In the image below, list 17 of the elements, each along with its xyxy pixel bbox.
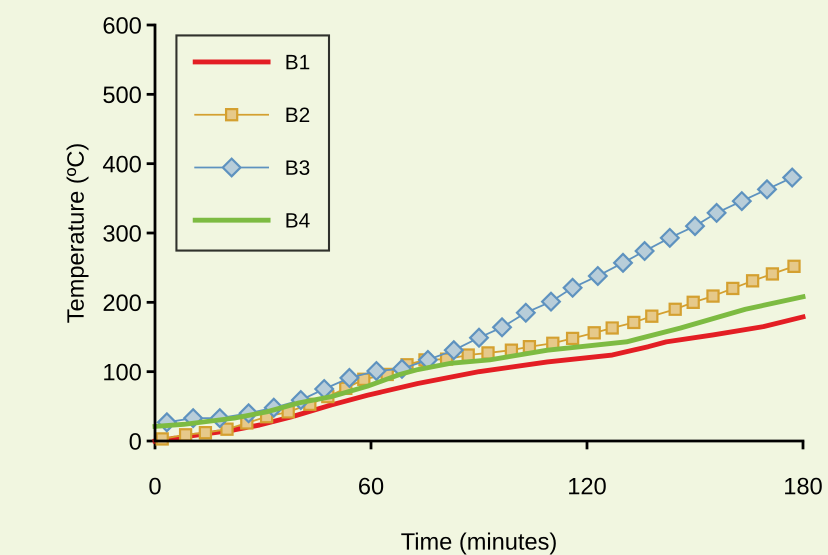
legend-label: B2 bbox=[286, 107, 310, 122]
x-tick-label: 120 bbox=[569, 478, 606, 494]
y-tick-label: 600 bbox=[104, 17, 141, 34]
y-axis-title: Temperature (ºC) bbox=[66, 144, 89, 323]
y-tick-label: 500 bbox=[103, 86, 141, 104]
legend-label: B1 bbox=[286, 54, 310, 70]
y-tick-label: 300 bbox=[103, 225, 141, 242]
x-tick-label: 180 bbox=[785, 478, 822, 494]
y-tick-label: 100 bbox=[104, 364, 141, 380]
y-tick-label: 400 bbox=[102, 156, 141, 172]
x-axis-title: Time (minutes) bbox=[401, 532, 556, 554]
legend-label: B4 bbox=[286, 213, 310, 228]
y-tick-label: 0 bbox=[130, 433, 141, 450]
y-tick-label: 200 bbox=[104, 294, 141, 312]
x-tick-label: 0 bbox=[149, 478, 161, 494]
x-tick-label: 60 bbox=[359, 478, 384, 494]
legend-label: B3 bbox=[286, 160, 310, 175]
